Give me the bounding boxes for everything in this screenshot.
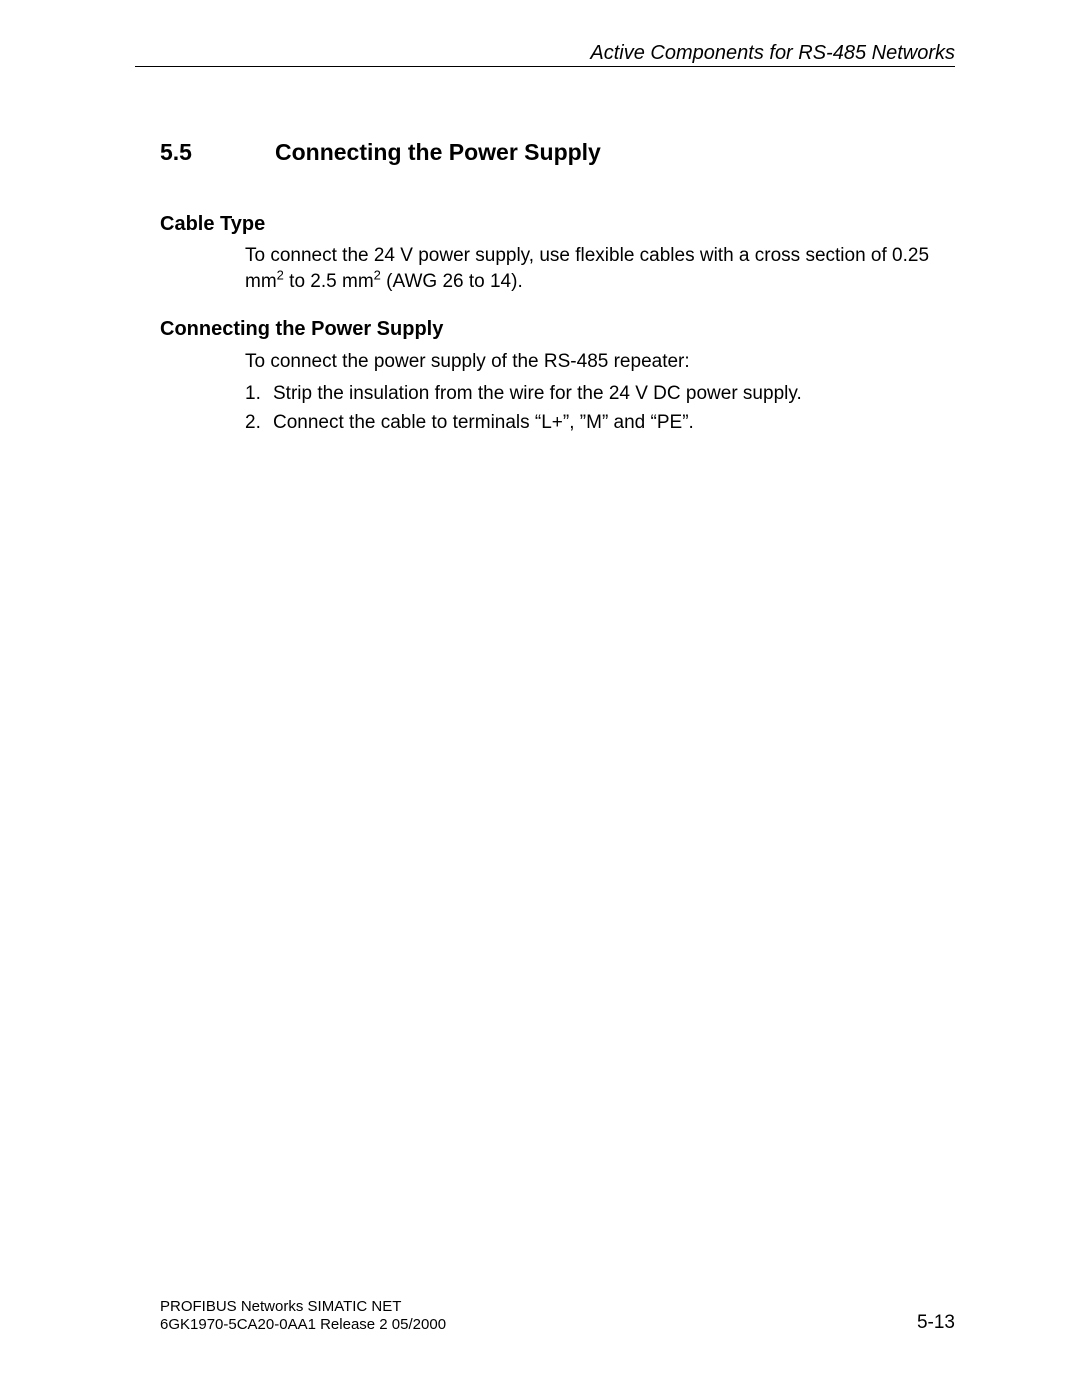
list-item: 2. Connect the cable to terminals “L+”, … (245, 408, 955, 437)
section-number: 5.5 (160, 139, 275, 166)
list-number: 2. (245, 408, 273, 437)
list-text: Strip the insulation from the wire for t… (273, 379, 802, 408)
subheading-cable-type: Cable Type (160, 213, 265, 236)
text: (AWG 26 to 14). (381, 271, 523, 292)
paragraph-connecting-intro: To connect the power supply of the RS-48… (245, 349, 955, 375)
header-rule (135, 66, 955, 67)
section-title: Connecting the Power Supply (275, 139, 601, 165)
list-text: Connect the cable to terminals “L+”, ”M”… (273, 408, 694, 437)
subheading-connecting: Connecting the Power Supply (160, 318, 443, 341)
list-item: 1. Strip the insulation from the wire fo… (245, 379, 955, 408)
ordered-list: 1. Strip the insulation from the wire fo… (245, 379, 955, 438)
footer-left: PROFIBUS Networks SIMATIC NET 6GK1970-5C… (160, 1298, 446, 1334)
section-heading: 5.5Connecting the Power Supply (160, 139, 601, 166)
superscript: 2 (277, 267, 284, 282)
superscript: 2 (374, 267, 381, 282)
footer-line-1: PROFIBUS Networks SIMATIC NET (160, 1298, 446, 1316)
footer-page-number: 5-13 (917, 1312, 955, 1334)
list-number: 1. (245, 379, 273, 408)
text: to 2.5 mm (284, 271, 374, 292)
running-header: Active Components for RS-485 Networks (590, 42, 955, 65)
paragraph-cable-type: To connect the 24 V power supply, use fl… (245, 243, 955, 294)
footer-line-2: 6GK1970-5CA20-0AA1 Release 2 05/2000 (160, 1316, 446, 1334)
document-page: Active Components for RS-485 Networks 5.… (0, 0, 1080, 1397)
